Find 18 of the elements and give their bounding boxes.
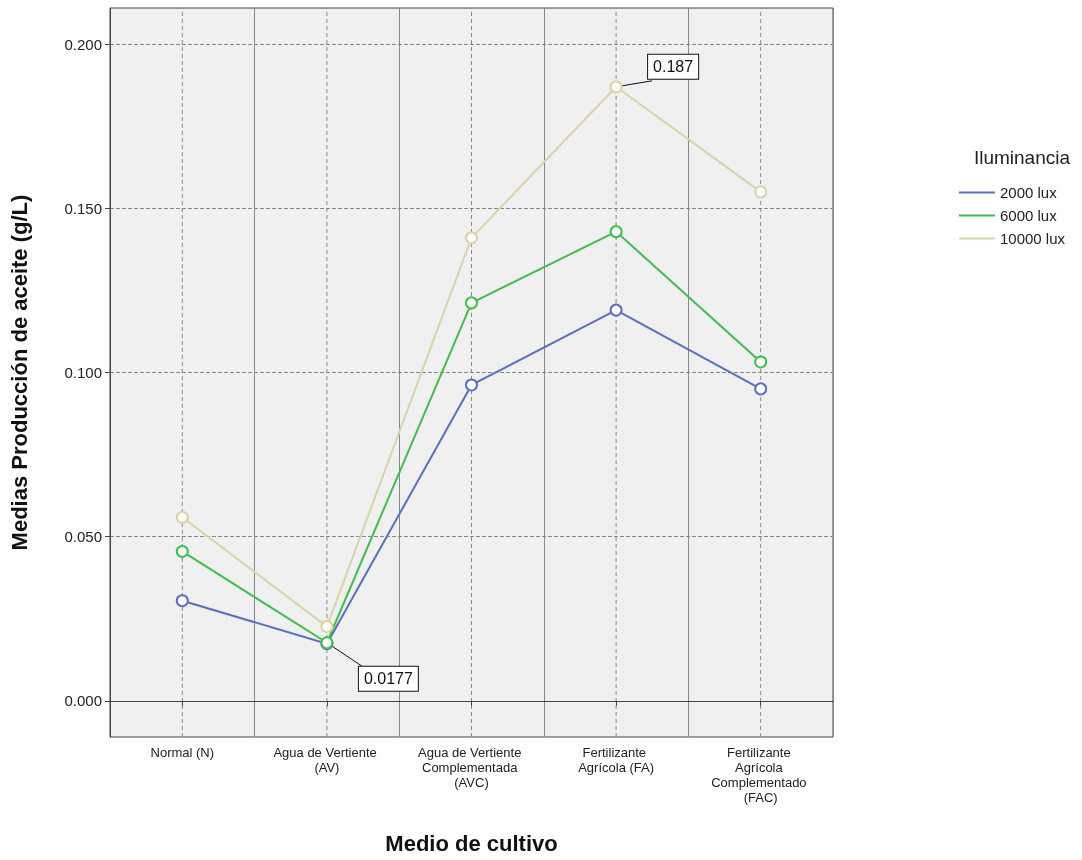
legend-label: 6000 lux [999, 207, 1058, 224]
x-tick-label: Fertilizante Agrícola (FA) [578, 745, 655, 775]
y-tick-label: 0.200 [64, 35, 102, 53]
annotation: 0.0177 [363, 670, 413, 688]
y-tick-label: 0.150 [64, 199, 102, 217]
annotation: 0.187 [653, 58, 694, 76]
x-tick-label: Normal (N) [150, 745, 215, 760]
y-tick-label: 0.100 [64, 364, 102, 381]
legend-label: 10000 lux [999, 230, 1066, 247]
x-axis-title: Medio de cultivo [385, 830, 558, 856]
legend-title: Iluminancia [973, 147, 1071, 168]
y-tick-label: 0.050 [64, 528, 102, 546]
x-tick-label: Agua de Vertiente Complementada (AVC) [418, 745, 525, 790]
y-tick-label: 0.000 [64, 692, 102, 710]
x-tick-label: Fertilizante Agrícola Complementado (FAC) [711, 745, 811, 805]
x-tick-label: Agua de Vertiente (AV) [273, 745, 381, 775]
y-axis-title: Medias Producción de aceite (g/L) [6, 194, 32, 551]
legend-label: 2000 lux [999, 184, 1058, 201]
